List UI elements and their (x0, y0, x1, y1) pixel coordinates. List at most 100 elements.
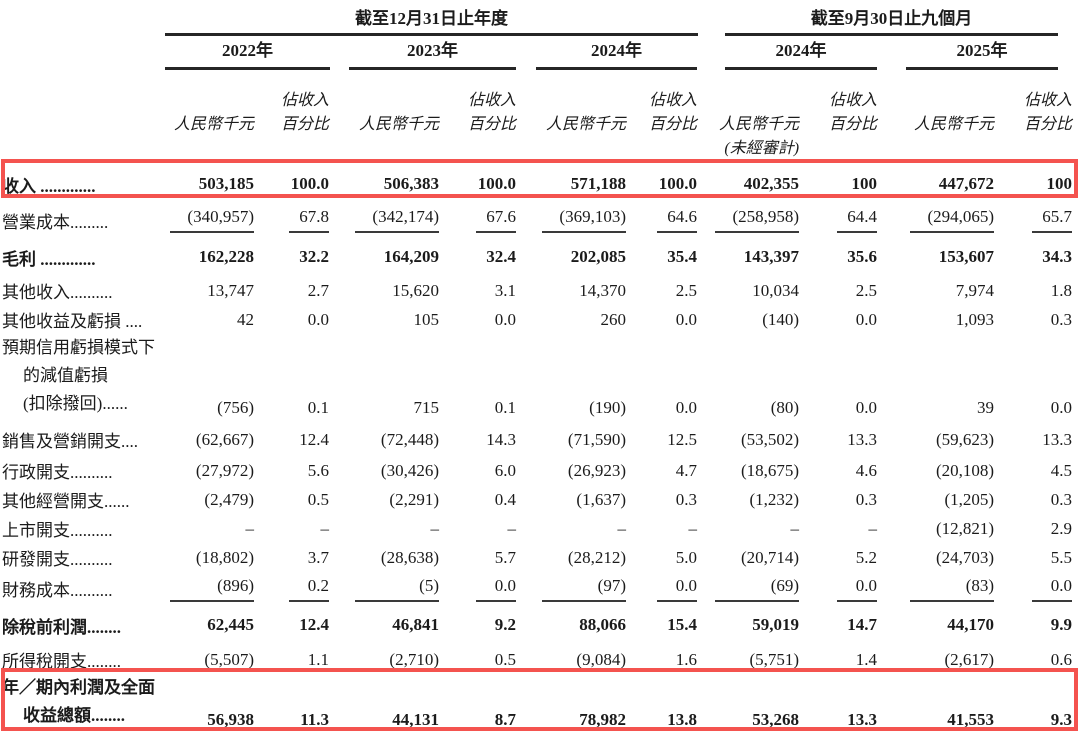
pct-cell: 12.4 (299, 429, 329, 449)
row-label: 財務成本.......... (2, 581, 113, 600)
col-header-rmb-9m2025: 人民幣千元 (914, 116, 995, 133)
pct-cell: 0.1 (494, 398, 516, 417)
row-gross-profit: 毛利 ............. 162,228 32.2 164,209 32… (0, 238, 1076, 276)
value-cell: (20,108) (935, 460, 995, 480)
pct-cell: 13.3 (847, 429, 878, 449)
col-header-pct-2023: 佔收入 百分比 (467, 92, 516, 133)
value-cell: – (790, 518, 800, 538)
value-cell: 715 (413, 398, 440, 417)
value-cell: 62,445 (207, 615, 254, 634)
row-income-tax-expense: 所得稅開支........ (5,507) 1.1 (2,710) 0.5 (9… (0, 645, 1076, 674)
value-cell: 14,370 (579, 280, 626, 300)
pct-cell: 0.0 (998, 572, 1076, 605)
pct-cell: 35.6 (847, 247, 878, 266)
value-cell: 1,093 (955, 309, 995, 329)
income-statement-table: 截至12月31日止年度 截至9月30日止九個月 2022年 2023年 2024… (0, 4, 1076, 732)
row-label: 除稅前利潤........ (2, 617, 121, 637)
pct-cell: 1.6 (675, 649, 698, 669)
value-cell: 46,841 (392, 615, 439, 634)
year-2022: 2022年 (160, 36, 333, 70)
pct-cell: 0.2 (258, 572, 333, 605)
pct-cell: 0.0 (1050, 398, 1073, 417)
pct-cell: 0.5 (494, 649, 516, 669)
value-cell: 10,034 (752, 280, 800, 300)
value-cell: 143,397 (743, 247, 800, 266)
value-cell: (72,448) (380, 429, 439, 449)
pct-cell: 12.5 (667, 429, 698, 449)
value-cell: 41,553 (947, 710, 995, 729)
pct-cell: 0.0 (855, 398, 878, 417)
pct-cell: 5.0 (675, 547, 698, 567)
pct-cell: 8.7 (494, 710, 516, 729)
pct-cell: 100.0 (658, 174, 698, 193)
pct-cell: 1.1 (307, 649, 329, 669)
value-cell: 7,974 (955, 280, 995, 300)
value-cell: 571,188 (570, 174, 626, 193)
row-label: 年／期內利潤及全面 收益總額........ (2, 678, 155, 725)
value-cell: 53,268 (752, 710, 800, 729)
row-other-operating-expenses: 其他經營開支...... (2,479) 0.5 (2,291) 0.4 (1,… (0, 485, 1076, 514)
col-header-rmb-2024: 人民幣千元 (545, 116, 626, 133)
row-selling-marketing-expenses: 銷售及營銷開支.... (62,667) 12.4 (72,448) 14.3 … (0, 423, 1076, 456)
pct-cell: 0.0 (494, 309, 516, 329)
value-cell: – (245, 518, 255, 538)
value-cell: 153,607 (938, 247, 995, 266)
value-cell: (26,923) (567, 460, 626, 480)
row-cost-of-sales: 營業成本......... (340,957) 67.8 (342,174) 6… (0, 202, 1076, 238)
pct-cell: 0.0 (307, 309, 329, 329)
value-cell: (30,426) (380, 460, 439, 480)
value-cell: 164,209 (383, 247, 439, 266)
row-other-income: 其他收入.......... 13,747 2.7 15,620 3.1 14,… (0, 276, 1076, 305)
group-nine-months-title: 截至9月30日止九個月 (725, 4, 1059, 36)
value-cell: (80) (770, 398, 800, 417)
value-cell: (20,714) (740, 547, 800, 567)
pct-cell: 9.2 (494, 615, 516, 634)
pct-cell: 0.0 (630, 572, 701, 605)
value-cell: (59,623) (935, 429, 995, 449)
row-label: 其他經營開支...... (2, 492, 130, 511)
value-cell: (24,703) (935, 547, 995, 567)
value-cell: (2,291) (389, 489, 439, 509)
value-cell: (27,972) (195, 460, 254, 480)
row-other-gains-losses: 其他收益及虧損 .... 42 0.0 105 0.0 260 0.0 (140… (0, 305, 1076, 334)
pct-cell: 11.3 (300, 710, 329, 729)
value-cell: (2,710) (389, 649, 439, 669)
pct-cell: 1.4 (855, 649, 878, 669)
pct-cell: 0.3 (855, 489, 878, 509)
pct-cell: 5.5 (1050, 547, 1073, 567)
corner-cell (0, 36, 160, 70)
pct-cell: 35.4 (667, 247, 698, 266)
pct-cell: – (320, 518, 330, 538)
pct-cell: 13.3 (847, 710, 878, 729)
value-cell: (1,205) (944, 489, 995, 509)
row-label: 其他收入.......... (2, 283, 113, 302)
value-cell: (190) (589, 398, 626, 417)
row-impairment-losses: 預期信用虧損模式下 的減值虧損 (扣除撥回)...... (756) 0.1 7… (0, 334, 1076, 423)
value-cell: (896) (160, 572, 258, 605)
value-cell: 39 (977, 398, 995, 417)
value-cell: (18,802) (195, 547, 254, 567)
pct-cell: 14.3 (486, 429, 516, 449)
row-finance-costs: 財務成本.......... (896) 0.2 (5) 0.0 (97) 0.… (0, 572, 1076, 605)
pct-cell: 2.7 (307, 280, 329, 300)
value-cell: (342,174) (333, 202, 443, 238)
pct-cell: 3.7 (307, 547, 329, 567)
row-listing-expenses: 上市開支.......... – – – – – – – – (12,821) … (0, 514, 1076, 543)
col-header-rmb-9m2024: 人民幣千元 (未經審計) (719, 116, 800, 157)
pct-cell: 0.4 (494, 489, 516, 509)
pct-cell: 9.3 (1050, 710, 1073, 729)
value-cell: (97) (520, 572, 630, 605)
pct-cell: 0.3 (675, 489, 698, 509)
group-nine-months: 截至9月30日止九個月 (701, 4, 1076, 36)
pct-cell: 5.6 (307, 460, 329, 480)
pct-cell: – (868, 518, 878, 538)
value-cell: 503,185 (198, 174, 254, 193)
group-annual: 截至12月31日止年度 (160, 4, 701, 36)
value-cell: 105 (413, 309, 440, 329)
row-profit-total-comprehensive-income: 年／期內利潤及全面 收益總額........ 56,938 11.3 44,13… (0, 674, 1076, 732)
col-header-pct-9m2024: 佔收入 百分比 (829, 92, 878, 133)
pct-cell: 12.4 (299, 615, 329, 634)
pct-cell: 1.8 (1050, 280, 1073, 300)
value-cell: (5) (333, 572, 443, 605)
value-cell: (340,957) (160, 202, 258, 238)
